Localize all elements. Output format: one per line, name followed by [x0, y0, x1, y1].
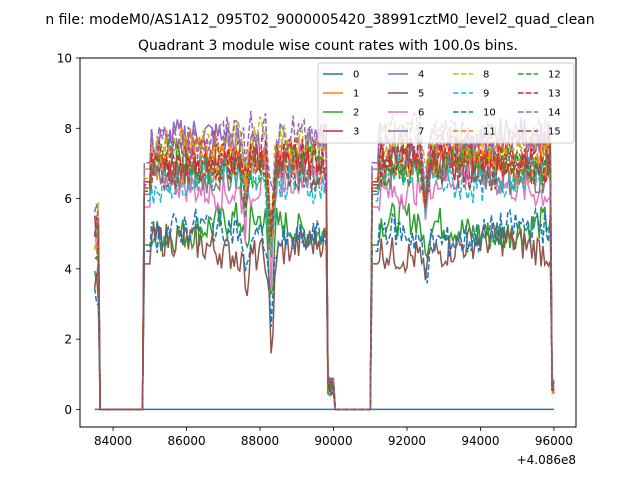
legend-label-0: 0 [353, 70, 359, 81]
legend-label-4: 4 [418, 70, 424, 81]
series-line-9 [94, 151, 555, 411]
legend-label-11: 11 [483, 127, 496, 138]
legend-label-12: 12 [548, 70, 561, 81]
y-tick-label: 0 [64, 403, 72, 417]
chart-title: Quadrant 3 module wise count rates with … [138, 38, 518, 54]
y-tick-label: 6 [64, 192, 72, 206]
series-line-10 [93, 206, 555, 411]
y-tick-label: 2 [64, 333, 72, 347]
series-line-8 [93, 116, 555, 411]
x-tick-label: 92000 [388, 434, 426, 448]
legend-label-6: 6 [418, 108, 424, 119]
x-tick-label: 84000 [94, 434, 132, 448]
legend-label-13: 13 [548, 89, 561, 100]
legend-label-2: 2 [353, 108, 359, 119]
legend-label-15: 15 [548, 127, 561, 138]
figure-suptitle: n file: modeM0/AS1A12_095T02_9000005420_… [45, 12, 594, 28]
x-axis-offset-label: +4.086e8 [517, 453, 576, 467]
y-axis-ticks: 0 2 4 6 8 10 [57, 52, 80, 417]
legend-frame [317, 62, 575, 144]
legend-label-7: 7 [418, 127, 424, 138]
series-line-15 [93, 141, 555, 411]
x-axis-ticks: 84000 86000 88000 90000 92000 94000 96000 [94, 427, 573, 448]
x-tick-label: 88000 [241, 434, 279, 448]
y-tick-label: 8 [64, 122, 72, 136]
series-line-11 [94, 126, 555, 411]
legend-label-8: 8 [483, 70, 489, 81]
axes-frame [79, 57, 577, 428]
x-tick-label: 94000 [461, 434, 499, 448]
x-tick-label: 90000 [314, 434, 352, 448]
y-tick-label: 4 [64, 262, 72, 276]
x-tick-label: 86000 [167, 434, 205, 448]
x-tick-label: 96000 [535, 434, 573, 448]
series-line-5 [93, 222, 555, 411]
legend-label-10: 10 [483, 108, 496, 119]
legend-label-9: 9 [483, 89, 489, 100]
legend-label-5: 5 [418, 89, 424, 100]
legend-label-1: 1 [353, 89, 359, 100]
y-tick-label: 10 [57, 52, 72, 66]
plot-area [93, 111, 555, 411]
legend-label-3: 3 [353, 127, 359, 138]
legend-label-14: 14 [548, 108, 561, 119]
series-line-6 [93, 157, 555, 411]
